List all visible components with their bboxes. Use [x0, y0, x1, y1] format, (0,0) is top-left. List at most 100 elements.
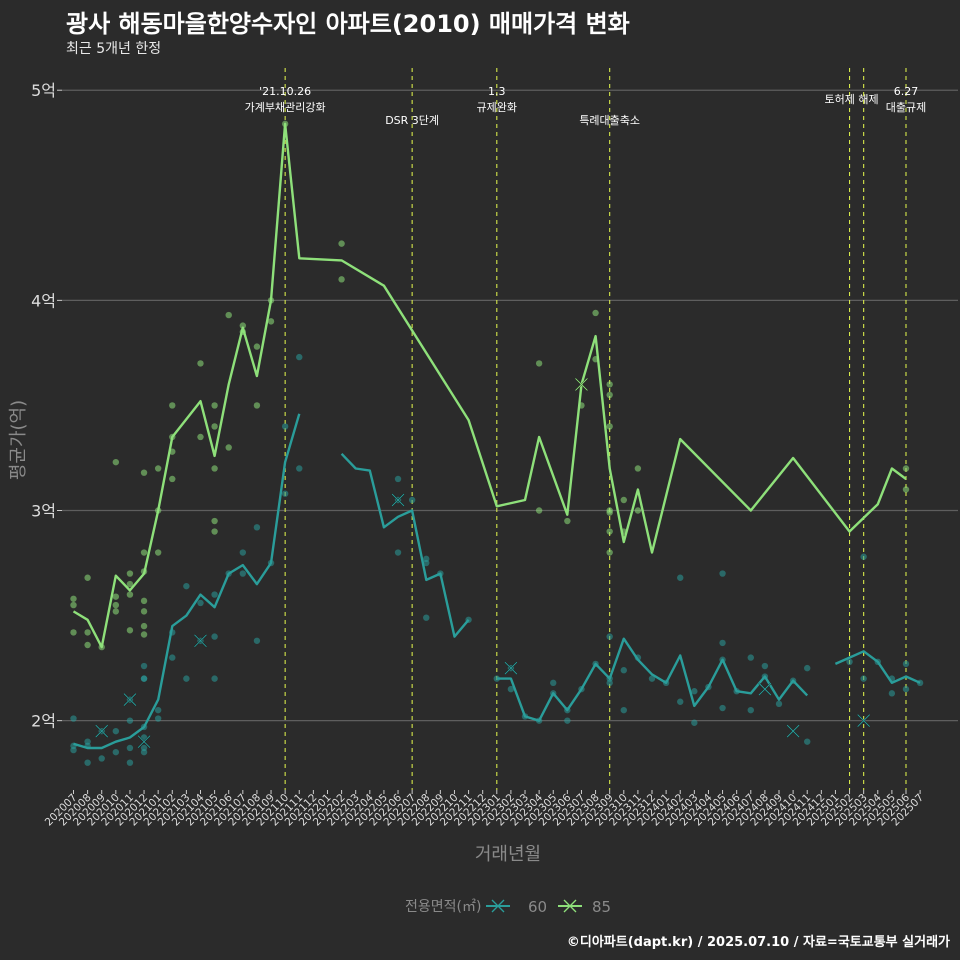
- series-60-point: [677, 698, 684, 705]
- series-85-cross: [574, 377, 589, 391]
- series-60-point: [126, 744, 134, 752]
- series-60-point: [691, 688, 698, 695]
- series-60-cross: [137, 735, 151, 749]
- series-60-point: [197, 599, 204, 607]
- series-60-point: [154, 706, 162, 714]
- series-60-point: [239, 549, 247, 556]
- series-85-point: [634, 507, 642, 514]
- series-60-point: [126, 759, 134, 766]
- series-85-point: [564, 517, 571, 525]
- series-85-point: [140, 608, 148, 615]
- series-60-line: [496, 637, 809, 722]
- series-85-point: [126, 580, 134, 588]
- series-60-point: [140, 744, 148, 752]
- series-60-point: [253, 524, 261, 531]
- series-60-point: [423, 559, 430, 567]
- series-85-point: [197, 360, 204, 367]
- series-60-point: [606, 679, 613, 687]
- series-85-point: [140, 631, 148, 638]
- series-60-point: [507, 685, 515, 693]
- series-85-point: [154, 549, 162, 556]
- source-caption: ©디아파트(dapt.kr) / 2025.07.10 / 자료=국토교통부 실…: [566, 935, 950, 950]
- series-60-cross: [123, 693, 137, 707]
- series-60-point: [804, 664, 811, 672]
- series-60-cross: [758, 682, 772, 696]
- series-85-point: [606, 423, 613, 430]
- series-60-point: [183, 582, 190, 590]
- series-60-point: [169, 654, 176, 661]
- series-60-point: [211, 675, 218, 682]
- series-85-point: [169, 475, 176, 483]
- cross-stroke: [575, 378, 588, 391]
- cross-stroke: [786, 724, 800, 738]
- series-60-point: [902, 660, 910, 668]
- series-60-point: [550, 679, 557, 687]
- series-60-point: [281, 423, 289, 430]
- cross-markers: [95, 377, 871, 749]
- series-85-point: [126, 591, 134, 598]
- y-axis-title: 평균가(억): [8, 400, 29, 480]
- series-85-point: [902, 486, 910, 493]
- legend-title: 전용면적(㎡): [405, 899, 481, 915]
- series-85-point: [606, 528, 613, 535]
- series-60-cross: [857, 714, 871, 728]
- series-85-point: [211, 402, 218, 409]
- series-85-point: [140, 597, 148, 605]
- y-axis: 2억 3억 4억 5억: [31, 81, 62, 731]
- series-85-point: [211, 423, 218, 430]
- event-label: '21.10.26: [259, 85, 311, 98]
- series-85-point: [253, 343, 261, 350]
- series-85-point: [70, 595, 77, 602]
- series-60-points: [70, 353, 924, 766]
- series-lines: [72, 122, 921, 750]
- series-85-point: [592, 309, 599, 317]
- series-85-point: [112, 458, 120, 466]
- series-85-point: [70, 601, 77, 609]
- series-85-line: [72, 122, 907, 649]
- series-85-point: [112, 601, 120, 609]
- series-60-point: [648, 675, 656, 682]
- cross-stroke: [123, 693, 137, 706]
- cross-stroke: [504, 661, 518, 675]
- series-85-point: [84, 629, 91, 636]
- series-85-point: [84, 574, 91, 581]
- series-85-point: [535, 360, 543, 367]
- series-60-line: [834, 650, 921, 684]
- series-85-point: [112, 608, 120, 615]
- series-85-point: [634, 465, 642, 472]
- legend-key-60: [486, 899, 510, 913]
- series-85-point: [211, 528, 218, 535]
- series-60-point: [253, 637, 261, 644]
- series-60-cross: [391, 493, 405, 507]
- y-tick-label: 2억: [31, 712, 56, 731]
- x-axis-title: 거래년월: [475, 844, 541, 865]
- series-60-point: [719, 704, 726, 712]
- series-60-cross: [193, 634, 208, 648]
- series-85-point: [225, 444, 232, 451]
- event-label: 6.27: [894, 85, 919, 98]
- event-label: 규제완화: [477, 101, 517, 114]
- y-tick-label: 4억: [31, 291, 56, 310]
- cross-stroke: [758, 682, 772, 696]
- series-60-point: [394, 549, 402, 556]
- cross-stroke: [194, 634, 207, 648]
- x-axis: 2020072020082020092020102020112020122021…: [43, 790, 926, 828]
- series-85-point: [126, 627, 134, 634]
- series-60-point: [296, 353, 303, 361]
- event-label: 대출규제: [886, 101, 926, 114]
- series-60-point: [804, 738, 811, 745]
- legend: 전용면적(㎡) 60 85: [405, 898, 611, 916]
- series-60-point: [394, 475, 402, 483]
- series-85-point: [211, 465, 218, 472]
- series-60-point: [211, 591, 218, 598]
- series-60-point: [747, 654, 754, 661]
- series-60-point: [140, 675, 148, 682]
- grid-lines: [62, 89, 958, 722]
- series-85-point: [197, 433, 204, 441]
- event-label: 토허제 해제: [824, 92, 878, 106]
- event-label: 1.3: [488, 85, 506, 98]
- series-85-point: [140, 549, 148, 556]
- series-85-point: [606, 549, 613, 556]
- series-85-point: [169, 402, 176, 409]
